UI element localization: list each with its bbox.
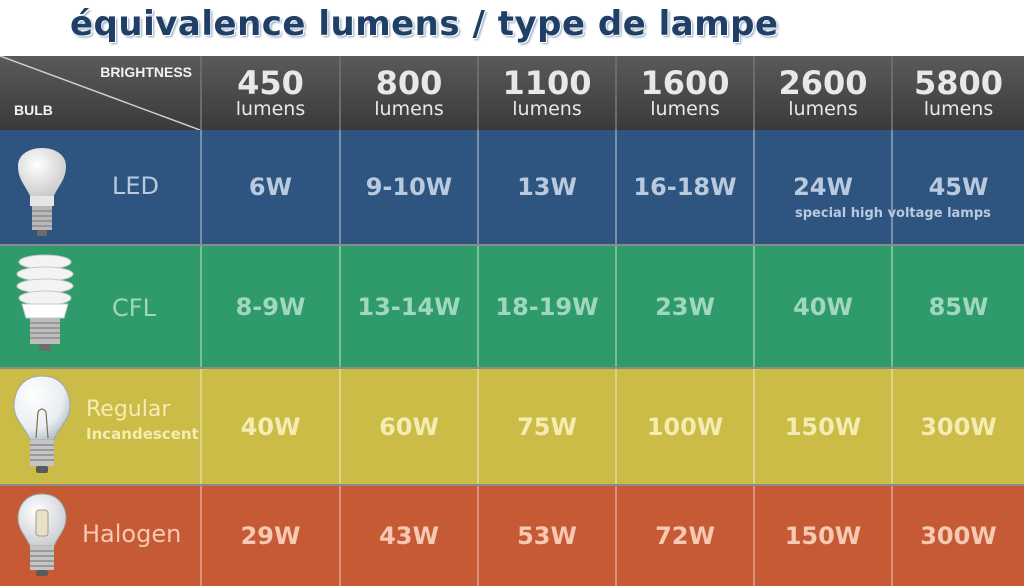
diagonal-divider bbox=[0, 56, 200, 130]
header-450: 450 lumens bbox=[200, 56, 339, 130]
wattage-value: 13-14W bbox=[357, 292, 461, 321]
lumens-value: 1600 bbox=[640, 64, 730, 102]
bulb-type-sublabel: Incandescent bbox=[86, 425, 199, 443]
wattage-value: 13W bbox=[517, 173, 577, 201]
header-2600: 2600 lumens bbox=[753, 56, 891, 130]
lumens-value: 5800 bbox=[913, 64, 1004, 102]
wattage-value: 18-19W bbox=[495, 292, 599, 321]
wattage-cell: 29W bbox=[200, 486, 339, 586]
wattage-cell: 24W bbox=[753, 130, 891, 244]
table-row-halogen: Halogen 29W 43W 53W 72W 150W 300W bbox=[0, 486, 1024, 586]
wattage-cell: 300W bbox=[891, 486, 1024, 586]
wattage-cell: 40W bbox=[753, 246, 891, 367]
header-5800: 5800 lumens bbox=[891, 56, 1024, 130]
wattage-cell: 45W bbox=[891, 130, 1024, 244]
wattage-cell: 23W bbox=[615, 246, 753, 367]
wattage-cell: 13-14W bbox=[339, 246, 477, 367]
lumens-unit: lumens bbox=[923, 98, 994, 120]
wattage-value: 300W bbox=[920, 412, 997, 441]
wattage-cell: 100W bbox=[615, 369, 753, 484]
lumens-unit: lumens bbox=[374, 98, 444, 120]
lumens-unit: lumens bbox=[650, 98, 720, 120]
header-800: 800 lumens bbox=[339, 56, 477, 130]
wattage-cell: 53W bbox=[477, 486, 615, 586]
wattage-cell: 40W bbox=[200, 369, 339, 484]
wattage-value: 45W bbox=[928, 173, 989, 201]
bulb-cell-led: LED bbox=[0, 130, 200, 244]
halogen-bulb-icon bbox=[17, 493, 67, 576]
wattage-value: 40W bbox=[793, 292, 853, 321]
comparison-table: BRIGHTNESS BULB 450 lumens 800 lumens 11… bbox=[0, 56, 1024, 586]
wattage-cell: 85W bbox=[891, 246, 1024, 367]
page-title: équivalence lumens / type de lampe bbox=[70, 4, 779, 44]
wattage-value: 23W bbox=[655, 292, 715, 321]
table-row-led: LED 6W 9-10W 13W 16-18W 24W 45W special … bbox=[0, 130, 1024, 244]
lumens-value: 1100 bbox=[502, 64, 592, 102]
lumens-unit: lumens bbox=[788, 98, 858, 120]
wattage-cell: 13W bbox=[477, 130, 615, 244]
wattage-value: 16-18W bbox=[633, 173, 737, 201]
page-title-bar: équivalence lumens / type de lampe bbox=[0, 0, 1024, 54]
header-1600: 1600 lumens bbox=[615, 56, 753, 130]
wattage-value: 72W bbox=[655, 522, 715, 550]
bulb-type-label: LED bbox=[112, 172, 160, 200]
table-row-incandescent: Regular Incandescent 40W 60W 75W 100W 15… bbox=[0, 369, 1024, 484]
wattage-value: 60W bbox=[379, 412, 439, 441]
wattage-cell: 43W bbox=[339, 486, 477, 586]
corner-cell: BRIGHTNESS BULB bbox=[0, 56, 200, 130]
wattage-value: 9-10W bbox=[365, 173, 453, 201]
wattage-value: 29W bbox=[240, 522, 301, 550]
wattage-value: 53W bbox=[517, 522, 577, 550]
wattage-value: 6W bbox=[248, 173, 293, 201]
bulb-cell-halogen: Halogen bbox=[0, 486, 200, 586]
incandescent-bulb-icon bbox=[13, 375, 71, 473]
wattage-cell: 6W bbox=[200, 130, 339, 244]
wattage-cell: 16-18W bbox=[615, 130, 753, 244]
table-header: BRIGHTNESS BULB 450 lumens 800 lumens 11… bbox=[0, 56, 1024, 130]
cfl-bulb-icon bbox=[16, 254, 74, 351]
row-divider bbox=[0, 244, 1024, 246]
wattage-value: 75W bbox=[517, 412, 577, 441]
wattage-value: 150W bbox=[784, 412, 862, 441]
wattage-value: 24W bbox=[793, 173, 853, 201]
lumens-unit: lumens bbox=[512, 98, 582, 120]
wattage-value: 150W bbox=[784, 522, 862, 550]
high-voltage-note: special high voltage lamps bbox=[795, 206, 991, 221]
wattage-cell: 72W bbox=[615, 486, 753, 586]
wattage-value: 100W bbox=[646, 412, 724, 441]
wattage-value: 40W bbox=[240, 412, 301, 441]
wattage-cell: 300W bbox=[891, 369, 1024, 484]
lumens-unit: lumens bbox=[235, 98, 306, 120]
bulb-cell-incandescent: Regular Incandescent bbox=[0, 369, 200, 484]
lumens-value: 2600 bbox=[778, 64, 868, 102]
wattage-value: 8-9W bbox=[235, 292, 306, 321]
wattage-value: 43W bbox=[379, 522, 439, 550]
table-row-cfl: CFL 8-9W 13-14W 18-19W 23W 40W 85W bbox=[0, 246, 1024, 367]
wattage-cell: 8-9W bbox=[200, 246, 339, 367]
row-divider bbox=[0, 367, 1024, 369]
led-bulb-icon bbox=[18, 148, 66, 236]
lumens-value: 800 bbox=[375, 64, 443, 102]
wattage-cell: 9-10W bbox=[339, 130, 477, 244]
wattage-value: 300W bbox=[920, 522, 997, 550]
wattage-value: 85W bbox=[928, 292, 989, 321]
lumens-value: 450 bbox=[237, 64, 304, 102]
wattage-cell: 60W bbox=[339, 369, 477, 484]
brightness-label: BRIGHTNESS bbox=[100, 64, 192, 80]
header-1100: 1100 lumens bbox=[477, 56, 615, 130]
wattage-cell: 150W bbox=[753, 486, 891, 586]
bulb-label: BULB bbox=[14, 102, 53, 118]
wattage-cell: 150W bbox=[753, 369, 891, 484]
bulb-type-label: CFL bbox=[112, 294, 156, 322]
wattage-cell: 18-19W bbox=[477, 246, 615, 367]
wattage-cell: 75W bbox=[477, 369, 615, 484]
bulb-type-label: Regular bbox=[86, 397, 171, 422]
row-divider bbox=[0, 484, 1024, 486]
bulb-type-label: Halogen bbox=[82, 520, 182, 548]
bulb-cell-cfl: CFL bbox=[0, 246, 200, 367]
